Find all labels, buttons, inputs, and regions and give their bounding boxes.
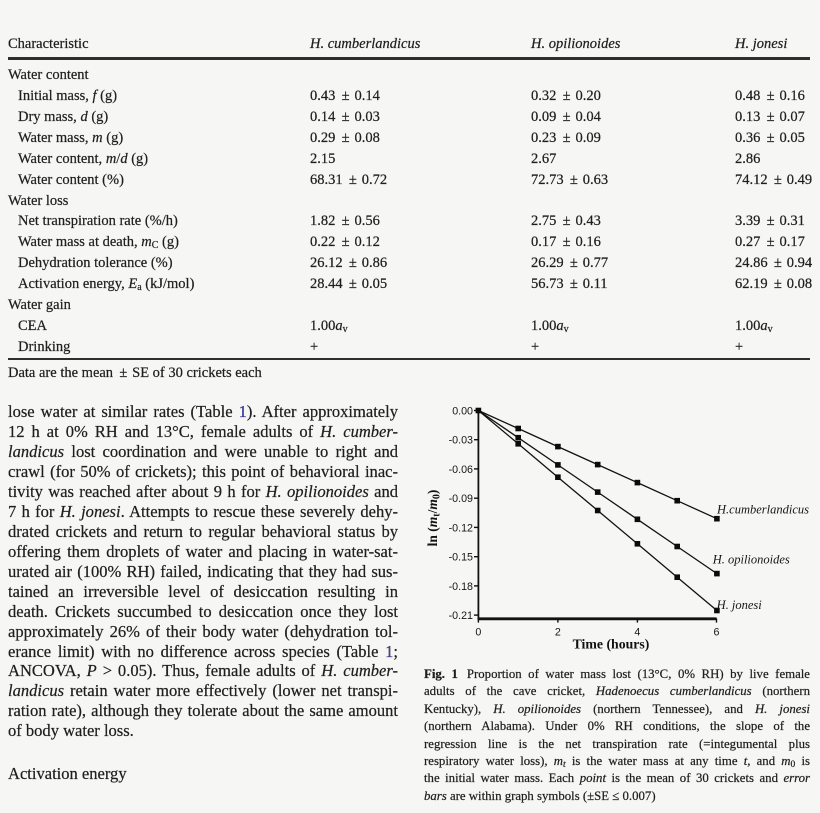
svg-text:0.00: 0.00 xyxy=(452,405,473,417)
svg-text:ln (mt/m0): ln (mt/m0) xyxy=(425,490,443,547)
svg-text:Time (hours): Time (hours) xyxy=(573,636,650,652)
svg-text:-0.09: -0.09 xyxy=(449,493,473,505)
svg-text:6: 6 xyxy=(714,626,720,638)
svg-text:4: 4 xyxy=(634,626,640,638)
svg-text:H.cumberlandicus: H.cumberlandicus xyxy=(716,503,809,517)
svg-text:-0.06: -0.06 xyxy=(449,464,473,476)
svg-text:H. opilionoides: H. opilionoides xyxy=(712,553,790,567)
svg-text:-0.03: -0.03 xyxy=(449,435,473,447)
svg-text:-0.18: -0.18 xyxy=(449,581,473,593)
svg-text:-0.21: -0.21 xyxy=(449,610,473,622)
svg-text:H. jonesi: H. jonesi xyxy=(716,598,763,612)
svg-text:-0.15: -0.15 xyxy=(449,552,473,564)
svg-text:-0.12: -0.12 xyxy=(449,522,473,534)
svg-text:2: 2 xyxy=(555,626,561,638)
svg-text:0: 0 xyxy=(475,626,481,638)
